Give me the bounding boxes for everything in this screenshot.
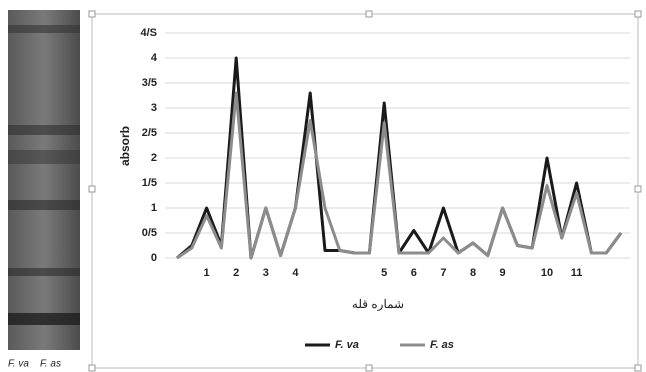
x-tick-label: 5: [381, 267, 387, 279]
y-tick-label: 0/5: [142, 227, 157, 239]
y-tick-label: 4: [151, 52, 158, 64]
x-tick-label: 4: [292, 267, 299, 279]
gel-label: F. va: [8, 359, 29, 370]
y-tick-label: 1/5: [142, 177, 157, 189]
x-tick-label: 2: [233, 267, 239, 279]
x-tick-label: 1: [204, 267, 210, 279]
y-tick-label: 3/5: [142, 77, 157, 89]
gel-label: F. as: [40, 359, 61, 370]
x-tick-label: 8: [470, 267, 476, 279]
y-tick-label: 0: [151, 252, 157, 264]
legend-label: F. as: [430, 339, 454, 351]
screenshot: F. va F. as absorb شماره قله 0 0/5 1 1/5 2 2/…: [0, 0, 646, 372]
y-tick-label: 3: [151, 102, 157, 114]
y-tick-label: 2: [151, 152, 157, 164]
legend-label: F. va: [335, 339, 359, 351]
x-tick-label: 9: [500, 267, 506, 279]
y-axis-title: absorb: [118, 126, 132, 166]
gel-image: [8, 10, 80, 350]
y-tick-label: 4/S: [140, 27, 157, 39]
x-tick-label: 7: [440, 267, 446, 279]
y-tick-label: 1: [151, 202, 157, 214]
x-tick-label: 3: [263, 267, 269, 279]
x-tick-label: 10: [541, 267, 553, 279]
chart-frame: [89, 11, 641, 371]
y-tick-label: 2/5: [142, 127, 157, 139]
x-tick-label: 11: [571, 267, 583, 279]
x-tick-label: 6: [411, 267, 417, 279]
x-axis-title: شماره قله: [352, 297, 404, 311]
